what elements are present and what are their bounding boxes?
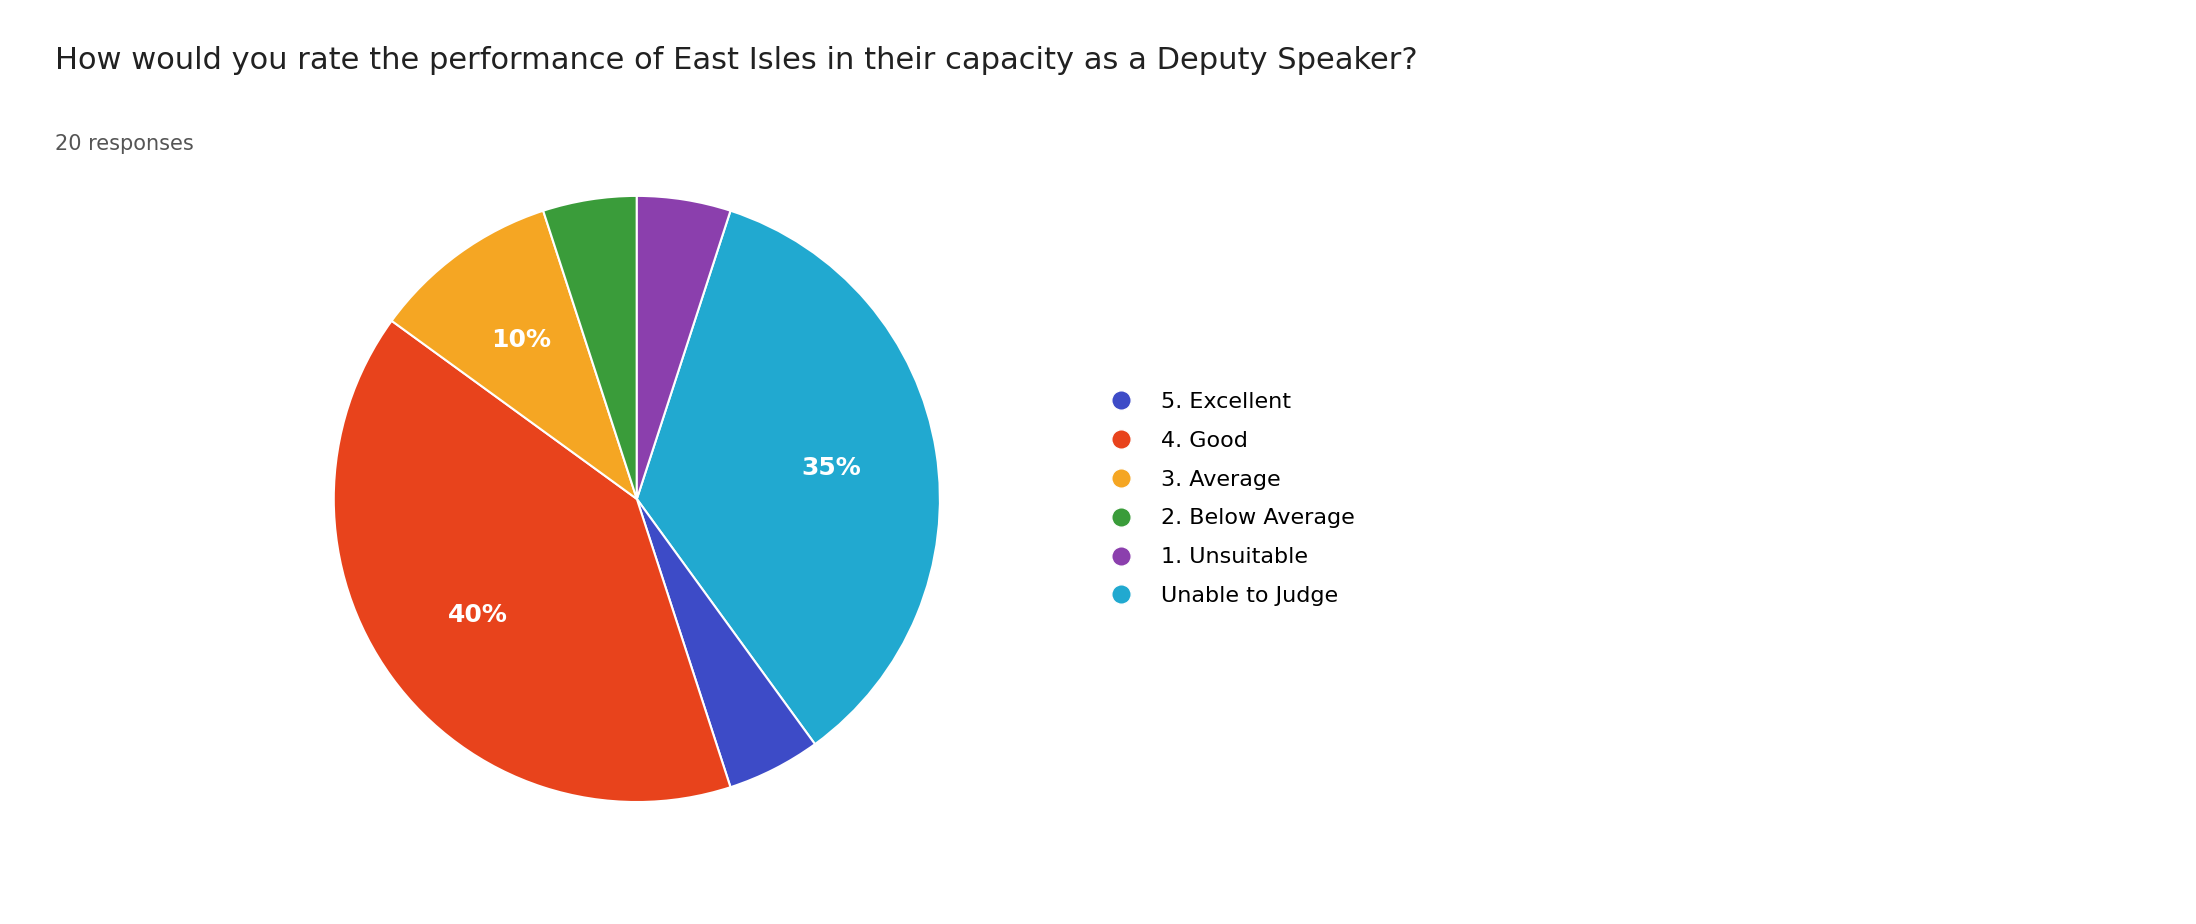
Wedge shape [637,196,731,499]
Text: 35%: 35% [802,456,861,480]
Wedge shape [391,211,637,499]
Wedge shape [334,321,731,802]
Text: How would you rate the performance of East Isles in their capacity as a Deputy S: How would you rate the performance of Ea… [55,46,1419,75]
Text: 10%: 10% [492,328,551,352]
Wedge shape [637,211,940,744]
Legend: 5. Excellent, 4. Good, 3. Average, 2. Below Average, 1. Unsuitable, Unable to Ju: 5. Excellent, 4. Good, 3. Average, 2. Be… [1087,381,1366,617]
Wedge shape [637,499,815,787]
Wedge shape [542,196,637,499]
Text: 40%: 40% [448,602,507,626]
Text: 20 responses: 20 responses [55,134,193,154]
